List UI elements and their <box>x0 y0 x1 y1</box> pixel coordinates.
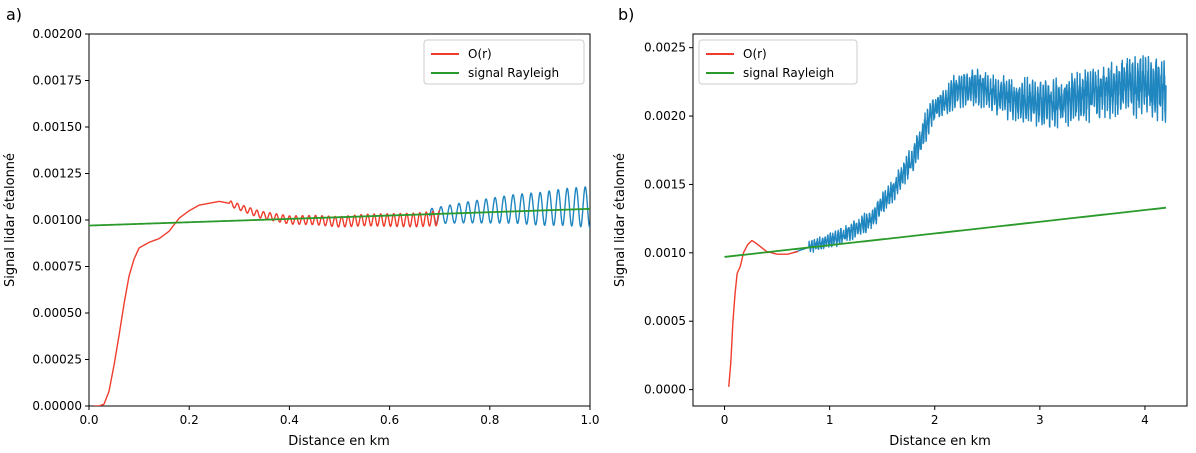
x-tick-label: 1.0 <box>580 413 599 427</box>
y-tick-label: 0.00200 <box>32 27 82 41</box>
signal-series-line <box>792 55 1167 254</box>
y-tick-label: 0.0000 <box>644 383 686 397</box>
panel-a-legend-or: O(r) <box>468 47 492 61</box>
x-tick-label: 0.4 <box>280 413 299 427</box>
y-tick-label: 0.00025 <box>32 353 82 367</box>
panel-b-x-ticks: 0 1 2 3 4 <box>721 406 1149 427</box>
y-tick-label: 0.00175 <box>32 74 82 88</box>
rayleigh-series-line <box>724 206 1167 258</box>
panel-b-series <box>724 55 1167 387</box>
panel-b-legend-rayleigh: signal Rayleigh <box>743 66 834 80</box>
x-tick-label: 0.6 <box>380 413 399 427</box>
panel-a-x-label: Distance en km <box>288 434 390 449</box>
x-tick-label: 1 <box>826 413 834 427</box>
y-tick-label: 0.0015 <box>644 177 686 191</box>
or-series-line <box>93 200 441 406</box>
y-tick-label: 0.00000 <box>32 399 82 413</box>
y-tick-label: 0.0005 <box>644 314 686 328</box>
panel-b-legend-or: O(r) <box>743 47 767 61</box>
or-series-line <box>728 239 799 387</box>
panel-a: a) 0.0 0.2 0.4 0.6 0.8 1.0 0.000000.000250.00… <box>3 5 600 449</box>
x-tick-label: 0 <box>721 413 729 427</box>
x-tick-label: 2 <box>931 413 939 427</box>
panel-a-frame <box>88 33 591 407</box>
panel-b-x-label: Distance en km <box>889 434 991 449</box>
y-tick-label: 0.0020 <box>644 109 686 123</box>
panel-a-y-ticks: 0.00000 0.00025 0.00050 0.00075 0.00100 0.001… <box>32 27 89 413</box>
y-tick-label: 0.00050 <box>32 306 82 320</box>
y-tick-label: 0.00075 <box>32 260 82 274</box>
panel-a-legend-box <box>423 39 585 85</box>
panel-a-legend-rayleigh: signal Rayleigh <box>468 66 559 80</box>
x-tick-label: 3 <box>1036 413 1044 427</box>
y-tick-label: 0.0010 <box>644 246 686 260</box>
panel-a-legend: O(r) signal Rayleigh <box>423 39 585 85</box>
rayleigh-series-line <box>89 207 590 227</box>
x-tick-label: 0.8 <box>480 413 499 427</box>
panel-a-x-ticks: 0.0 0.2 0.4 0.6 0.8 1.0 <box>79 406 600 427</box>
panel-b-y-label: Signal lidar étalonné <box>613 153 628 287</box>
y-tick-label: 0.0025 <box>644 41 686 55</box>
panel-b-legend: O(r) signal Rayleigh <box>698 39 858 85</box>
panel-a-series <box>89 186 590 406</box>
x-tick-label: 4 <box>1141 413 1149 427</box>
panel-a-y-label: Signal lidar étalonné <box>3 153 18 287</box>
x-tick-label: 0.0 <box>79 413 98 427</box>
panel-a-label: a) <box>6 5 22 24</box>
y-tick-label: 0.00125 <box>32 167 82 181</box>
panel-b-y-ticks: 0.0000 0.0005 0.0010 0.0015 0.0020 0.0025 <box>644 41 693 397</box>
panel-b-frame <box>692 33 1188 407</box>
y-tick-label: 0.00100 <box>32 213 82 227</box>
panel-b-label: b) <box>618 5 634 24</box>
x-tick-label: 0.2 <box>180 413 199 427</box>
panel-b-legend-box <box>698 39 858 85</box>
y-tick-label: 0.00150 <box>32 120 82 134</box>
signal-series-line <box>428 186 590 229</box>
